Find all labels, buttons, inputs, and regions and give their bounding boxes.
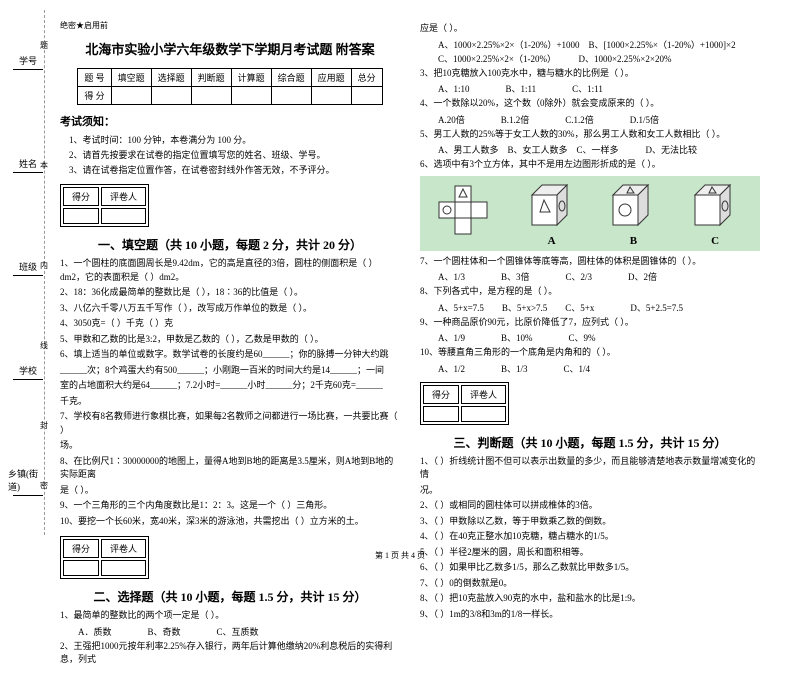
question: 4、（ ）在40克正整水加10克糖，糖占糖水的1/5。 — [420, 530, 760, 544]
question: 2、18：36化成最简单的整数比是（ ），18∶36的比值是（ ）。 — [60, 286, 400, 300]
question: 8、在比例尺1∶30000000的地图上，量得A地到B地的距离是3.5厘米，则A… — [60, 455, 400, 482]
notice-item: 2、请首先按要求在试卷的指定位置填写您的姓名、班级、学号。 — [60, 148, 400, 161]
options: A、男工人数多 B、女工人数多 C、一样多 D、无法比较 — [438, 143, 760, 156]
side-char: 本 — [40, 160, 48, 171]
notice-item: 1、考试时间：100 分钟，本卷满分为 100 分。 — [60, 133, 400, 146]
section-2-title: 二、选择题（共 10 小题，每题 1.5 分，共计 15 分） — [60, 588, 400, 605]
question: 是（ ）。 — [60, 484, 400, 498]
question: 10、要挖一个长60米，宽40米，深3米的游泳池，共需挖出（ ）立方米的土。 — [60, 515, 400, 529]
score-table: 题 号 填空题 选择题 判断题 计算题 综合题 应用题 总分 得 分 — [77, 68, 382, 105]
question: 8、（ ）把10克盐放入90克的水中，盐和盐水的比是1:9。 — [420, 592, 760, 606]
question: 室的占地面积大约是64______；7.2小时=______小时______分；… — [60, 379, 400, 393]
dice-cube-icon — [685, 180, 745, 230]
section-1-title: 一、填空题（共 10 小题，每题 2 分，共计 20 分） — [60, 236, 400, 253]
options: A、1:10 B、1:11 C、1:11 — [438, 82, 760, 95]
question: 1、（ ）折线统计图不但可以表示出数量的多少，而且能够清楚地表示数量增减变化的情 — [420, 455, 760, 482]
options: A、1/9 B、10% C、9% — [438, 331, 760, 344]
dice-label: B — [603, 235, 663, 247]
options: A、5+x=7.5 B、5+x>7.5 C、5+x D、5+2.5=7.5 — [438, 301, 760, 314]
margin-label: 学校 — [19, 364, 37, 377]
question: 场。 — [60, 439, 400, 453]
question: 1、最简单的整数比的两个项一定是（ ）。 — [60, 609, 400, 623]
page-footer: 第 1 页 共 4 页 — [0, 550, 800, 561]
side-char: 内 — [40, 260, 48, 271]
question: 8、下列各式中，是方程的是（ ）。 — [420, 285, 760, 299]
question: 7、一个圆柱体和一个圆锥体等底等高，圆柱体的体积是圆锥体的（ ）。 — [420, 255, 760, 269]
question: 3、把10克糖放入100克水中，糖与糖水的比例是（ ）。 — [420, 67, 760, 81]
side-char: 题 — [40, 40, 48, 51]
question: 1、一个圆柱的底面圆周长是9.42dm，它的高是直径的3倍，圆柱的侧面积是（ ）… — [60, 257, 400, 284]
dice-cube-icon — [603, 180, 663, 230]
question: 应是（ ）。 — [420, 22, 760, 36]
dice-diagram: A B C — [420, 176, 760, 251]
notice-item: 3、请在试卷指定位置作答，在试卷密封线外作答无效，不予评分。 — [60, 163, 400, 176]
section-score-box: 得分评卷人 — [60, 184, 149, 227]
options: A、1/3 B、3倍 C、2/3 D、2倍 — [438, 270, 760, 283]
dice-label: A — [522, 235, 582, 247]
options: A、1000×2.25%×2×（1-20%）+1000 B、[1000×2.25… — [438, 38, 760, 51]
options: C、1000×2.25%×2×（1-20%） D、1000×2.25%×2×20… — [438, 52, 760, 65]
question: 况。 — [420, 484, 760, 498]
question: 2、王强把1000元按年利率2.25%存入银行，两年后计算他缴纳20%利息税后的… — [60, 640, 400, 667]
dice-net-icon — [435, 184, 500, 239]
notice-title: 考试须知： — [60, 113, 400, 129]
question: 6、选项中有3个立方体，其中不是用左边图形折成的是（ ）。 — [420, 158, 760, 172]
dice-cube-icon — [522, 180, 582, 230]
dice-label: C — [685, 235, 745, 247]
seal-line — [44, 10, 45, 535]
side-char: 密 — [40, 480, 48, 491]
question: 9、一种商品原价90元，比原价降低了7，应列式（ ）。 — [420, 316, 760, 330]
side-char: 封 — [40, 420, 48, 431]
question: 5、男工人数的25%等于女工人数的30%，那么男工人数和女工人数相比（ ）。 — [420, 128, 760, 142]
question: 9、（ ）1m的3/8和3m的1/8一样长。 — [420, 608, 760, 622]
options: A.20倍 B.1.2倍 C.1.2倍 D.1/5倍 — [438, 113, 760, 126]
left-column: 绝密★启用前 北海市实验小学六年级数学下学期月考试题 附答案 题 号 填空题 选… — [60, 20, 400, 669]
options: A．质数 B、奇数 C、互质数 — [78, 625, 400, 638]
side-char: 线 — [40, 340, 48, 351]
margin-label: 学号 — [19, 54, 37, 67]
question: 10、等腰直角三角形的一个底角是内角和的（ ）。 — [420, 346, 760, 360]
question: 9、一个三角形的三个内角度数比是1：2：3。这是一个（ ）三角形。 — [60, 499, 400, 513]
options: A、1/2 B、1/3 C、1/4 — [438, 362, 760, 375]
question: 3、八亿六千零八万五千写作（ ），改写成万作单位的数是（ ）。 — [60, 302, 400, 316]
exam-title: 北海市实验小学六年级数学下学期月考试题 附答案 — [60, 39, 400, 58]
question: 5、甲数和乙数的比是3:2，甲数是乙数的（ ），乙数是甲数的（ ）。 — [60, 333, 400, 347]
question: 2、（ ）或相同的圆柱体可以拼成椎体的3倍。 — [420, 499, 760, 513]
question: 7、（ ）0的倒数就是0。 — [420, 577, 760, 591]
question: 4、3050克=（ ）千克（ ）克 — [60, 317, 400, 331]
section-score-box: 得分评卷人 — [420, 382, 509, 425]
question: ______次；8个鸡蛋大约有500______；小刚跑一百米的时间大约是14_… — [60, 364, 400, 378]
question: 7、学校有8名教师进行象棋比赛，如果每2名教师之间都进行一场比赛，一共要比赛（ … — [60, 410, 400, 437]
binding-margin: 学号 姓名 班级 学校 乡镇(街道) — [8, 10, 48, 540]
confidential-label: 绝密★启用前 — [60, 20, 400, 31]
section-3-title: 三、判断题（共 10 小题，每题 1.5 分，共计 15 分） — [420, 434, 760, 451]
margin-label: 班级 — [19, 260, 37, 273]
right-column: 应是（ ）。 A、1000×2.25%×2×（1-20%）+1000 B、[10… — [420, 20, 760, 669]
question: 6、填上适当的单位或数字。数学试卷的长度约是60______；你的脉搏一分钟大约… — [60, 348, 400, 362]
question: 6、（ ）如果甲比乙数多1/5，那么乙数就比甲数多1/5。 — [420, 561, 760, 575]
question: 千克。 — [60, 395, 400, 409]
question: 4、一个数除以20%，这个数（0除外）就会变成原来的（ ）。 — [420, 97, 760, 111]
margin-label: 姓名 — [19, 157, 37, 170]
question: 3、（ ）甲数除以乙数，等于甲数乘乙数的倒数。 — [420, 515, 760, 529]
